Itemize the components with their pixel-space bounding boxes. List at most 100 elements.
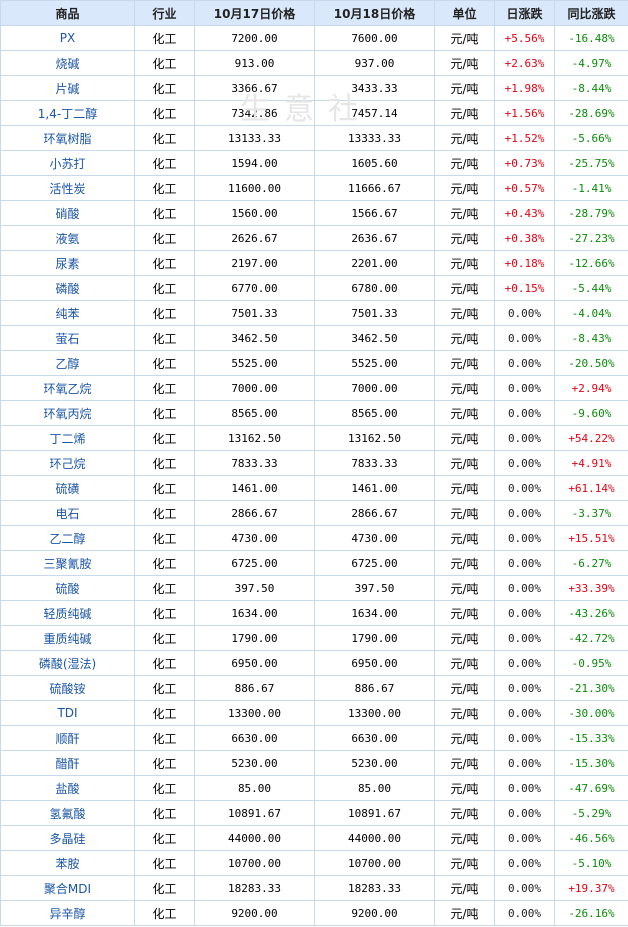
price-oct17-cell: 13300.00 xyxy=(194,700,315,726)
industry-cell: 化工 xyxy=(134,50,195,76)
product-name-link[interactable]: 硫磺 xyxy=(0,475,135,501)
product-name-link[interactable]: 硫酸铵 xyxy=(0,675,135,701)
price-oct18-cell: 7833.33 xyxy=(314,450,435,476)
product-name-link[interactable]: PX xyxy=(0,25,135,51)
daily-change-cell: +0.43% xyxy=(494,200,555,226)
yoy-change-cell: -0.95% xyxy=(554,650,628,676)
header-unit[interactable]: 单位 xyxy=(434,0,495,26)
product-name-link[interactable]: 硝酸 xyxy=(0,200,135,226)
daily-change-cell: 0.00% xyxy=(494,900,555,926)
product-name-link[interactable]: 萤石 xyxy=(0,325,135,351)
yoy-change-cell: -43.26% xyxy=(554,600,628,626)
product-name-link[interactable]: 硫酸 xyxy=(0,575,135,601)
unit-cell: 元/吨 xyxy=(434,400,495,426)
daily-change-cell: 0.00% xyxy=(494,425,555,451)
table-row: 苯胺 化工 10700.00 10700.00 元/吨 0.00% -5.10% xyxy=(0,850,628,876)
product-name-link[interactable]: 环氧乙烷 xyxy=(0,375,135,401)
daily-change-cell: 0.00% xyxy=(494,525,555,551)
industry-cell: 化工 xyxy=(134,875,195,901)
product-name-link[interactable]: 片碱 xyxy=(0,75,135,101)
product-name-link[interactable]: TDI xyxy=(0,700,135,726)
product-name-link[interactable]: 轻质纯碱 xyxy=(0,600,135,626)
product-name-link[interactable]: 醋酐 xyxy=(0,750,135,776)
header-product[interactable]: 商品 xyxy=(0,0,135,26)
product-name-link[interactable]: 纯苯 xyxy=(0,300,135,326)
product-name-link[interactable]: 乙醇 xyxy=(0,350,135,376)
product-name-link[interactable]: 电石 xyxy=(0,500,135,526)
table-row: 1,4-丁二醇 化工 7342.86 7457.14 元/吨 +1.56% -28.69% xyxy=(0,100,628,126)
product-name-link[interactable]: 重质纯碱 xyxy=(0,625,135,651)
price-oct18-cell: 10891.67 xyxy=(314,800,435,826)
product-name-link[interactable]: 盐酸 xyxy=(0,775,135,801)
header-price-oct17[interactable]: 10月17日价格 xyxy=(194,0,315,26)
product-name-link[interactable]: 苯胺 xyxy=(0,850,135,876)
industry-cell: 化工 xyxy=(134,450,195,476)
daily-change-cell: +0.57% xyxy=(494,175,555,201)
industry-cell: 化工 xyxy=(134,425,195,451)
product-name-link[interactable]: 磷酸(湿法) xyxy=(0,650,135,676)
daily-change-cell: +1.56% xyxy=(494,100,555,126)
price-oct18-cell: 5230.00 xyxy=(314,750,435,776)
product-name-link[interactable]: 环氧丙烷 xyxy=(0,400,135,426)
price-oct18-cell: 1790.00 xyxy=(314,625,435,651)
product-name-link[interactable]: 异辛醇 xyxy=(0,900,135,926)
price-oct18-cell: 2201.00 xyxy=(314,250,435,276)
table-row: 环氧树脂 化工 13133.33 13333.33 元/吨 +1.52% -5.66% xyxy=(0,125,628,151)
product-name-link[interactable]: 三聚氰胺 xyxy=(0,550,135,576)
header-price-oct18[interactable]: 10月18日价格 xyxy=(314,0,435,26)
product-name-link[interactable]: 1,4-丁二醇 xyxy=(0,100,135,126)
product-name-link[interactable]: 小苏打 xyxy=(0,150,135,176)
yoy-change-cell: -42.72% xyxy=(554,625,628,651)
price-oct18-cell: 1634.00 xyxy=(314,600,435,626)
product-name-link[interactable]: 顺酐 xyxy=(0,725,135,751)
daily-change-cell: 0.00% xyxy=(494,350,555,376)
table-row: 醋酐 化工 5230.00 5230.00 元/吨 0.00% -15.30% xyxy=(0,750,628,776)
price-oct17-cell: 13133.33 xyxy=(194,125,315,151)
header-yoy-change[interactable]: 同比涨跌 xyxy=(554,0,628,26)
unit-cell: 元/吨 xyxy=(434,475,495,501)
price-oct18-cell: 6950.00 xyxy=(314,650,435,676)
yoy-change-cell: -28.69% xyxy=(554,100,628,126)
yoy-change-cell: -5.44% xyxy=(554,275,628,301)
price-oct18-cell: 6630.00 xyxy=(314,725,435,751)
unit-cell: 元/吨 xyxy=(434,375,495,401)
product-name-link[interactable]: 多晶硅 xyxy=(0,825,135,851)
daily-change-cell: 0.00% xyxy=(494,400,555,426)
industry-cell: 化工 xyxy=(134,275,195,301)
product-name-link[interactable]: 液氨 xyxy=(0,225,135,251)
header-industry[interactable]: 行业 xyxy=(134,0,195,26)
daily-change-cell: +0.38% xyxy=(494,225,555,251)
unit-cell: 元/吨 xyxy=(434,650,495,676)
product-name-link[interactable]: 活性炭 xyxy=(0,175,135,201)
price-oct18-cell: 1605.60 xyxy=(314,150,435,176)
product-name-link[interactable]: 尿素 xyxy=(0,250,135,276)
unit-cell: 元/吨 xyxy=(434,50,495,76)
price-oct17-cell: 3462.50 xyxy=(194,325,315,351)
table-row: 烧碱 化工 913.00 937.00 元/吨 +2.63% -4.97% xyxy=(0,50,628,76)
product-name-link[interactable]: 磷酸 xyxy=(0,275,135,301)
daily-change-cell: +0.15% xyxy=(494,275,555,301)
price-oct17-cell: 85.00 xyxy=(194,775,315,801)
product-name-link[interactable]: 环己烷 xyxy=(0,450,135,476)
industry-cell: 化工 xyxy=(134,825,195,851)
daily-change-cell: 0.00% xyxy=(494,725,555,751)
industry-cell: 化工 xyxy=(134,625,195,651)
price-oct17-cell: 4730.00 xyxy=(194,525,315,551)
price-oct18-cell: 11666.67 xyxy=(314,175,435,201)
daily-change-cell: 0.00% xyxy=(494,800,555,826)
daily-change-cell: 0.00% xyxy=(494,850,555,876)
product-name-link[interactable]: 氢氟酸 xyxy=(0,800,135,826)
header-daily-change[interactable]: 日涨跌 xyxy=(494,0,555,26)
product-name-link[interactable]: 聚合MDI xyxy=(0,875,135,901)
unit-cell: 元/吨 xyxy=(434,625,495,651)
unit-cell: 元/吨 xyxy=(434,675,495,701)
industry-cell: 化工 xyxy=(134,600,195,626)
product-name-link[interactable]: 丁二烯 xyxy=(0,425,135,451)
price-oct18-cell: 9200.00 xyxy=(314,900,435,926)
table-row: 乙醇 化工 5525.00 5525.00 元/吨 0.00% -20.50% xyxy=(0,350,628,376)
industry-cell: 化工 xyxy=(134,225,195,251)
daily-change-cell: 0.00% xyxy=(494,825,555,851)
product-name-link[interactable]: 烧碱 xyxy=(0,50,135,76)
product-name-link[interactable]: 乙二醇 xyxy=(0,525,135,551)
product-name-link[interactable]: 环氧树脂 xyxy=(0,125,135,151)
